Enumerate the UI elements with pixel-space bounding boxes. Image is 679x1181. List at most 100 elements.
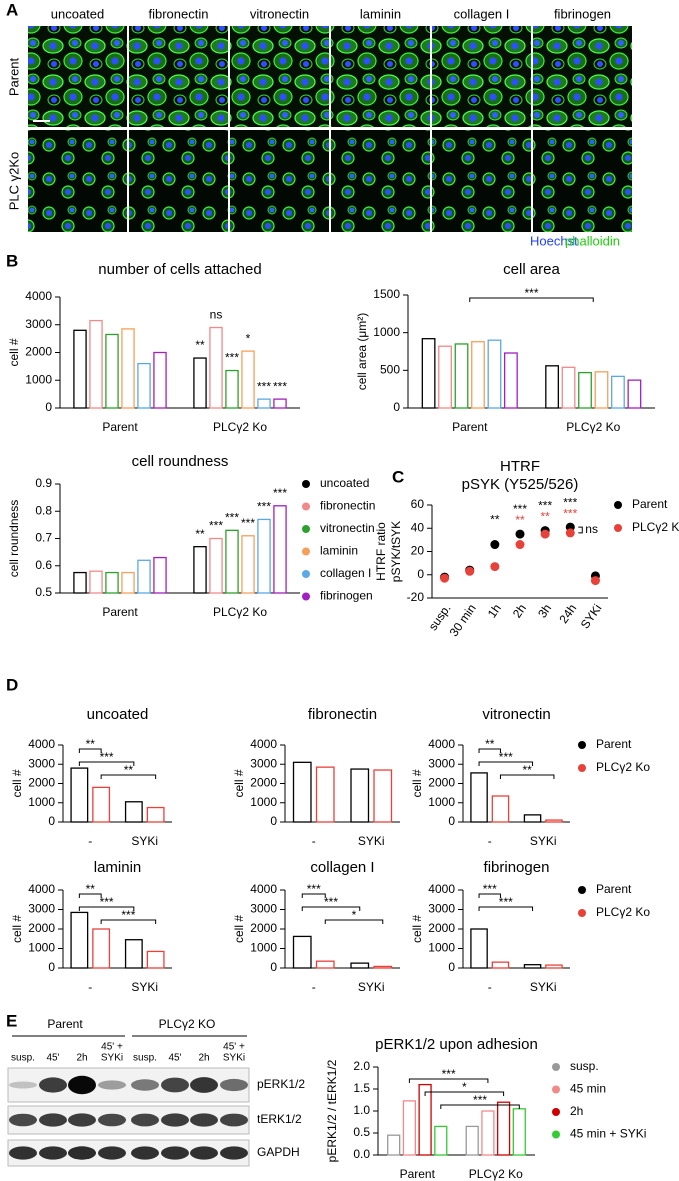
- bar: [73, 329, 87, 409]
- significance-label: **: [540, 510, 550, 524]
- x-tick-label: Parent: [102, 420, 138, 434]
- data-point: [490, 562, 500, 572]
- x-tick-label: -: [312, 980, 316, 994]
- bar: [471, 341, 485, 409]
- significance-label: ***: [324, 895, 338, 909]
- bar: [561, 366, 576, 409]
- y-axis-label: pERK1/2 / tERK1/2: [325, 1059, 339, 1162]
- x-tick-label: -: [312, 834, 316, 848]
- bar: [241, 535, 255, 594]
- lane-label: 2h: [198, 1053, 209, 1064]
- y-tick-label: 2000: [428, 921, 455, 935]
- legend-label: PLCγ2 Ko: [632, 520, 679, 534]
- y-tick-label: 3000: [250, 756, 277, 770]
- bar: [545, 365, 559, 409]
- y-axis-label: cell #: [10, 769, 24, 797]
- chart-title: laminin: [94, 859, 142, 876]
- chart-title: cell roundness: [132, 453, 229, 470]
- data-point: [565, 528, 575, 538]
- bar: [373, 965, 393, 969]
- y-tick-label: 1.5: [353, 1081, 370, 1095]
- blot-group: PLCγ2 KO: [159, 1017, 216, 1031]
- y-tick-label: 2000: [25, 345, 52, 359]
- bar: [92, 928, 111, 969]
- micrograph: [533, 26, 632, 127]
- bar: [434, 1125, 448, 1156]
- blot-band: [39, 1077, 67, 1093]
- significance-label: *: [352, 908, 357, 922]
- data-point: [540, 529, 550, 539]
- bar: [273, 505, 287, 594]
- data-point: [465, 566, 475, 576]
- bar: [402, 1100, 417, 1156]
- y-tick-label: 2000: [250, 776, 277, 790]
- micrograph: [129, 130, 228, 232]
- significance-bracket: [408, 1078, 489, 1083]
- blot-band: [131, 1079, 159, 1091]
- blot-group: Parent: [47, 1017, 83, 1031]
- significance-bracket: [78, 748, 102, 753]
- significance-label: **: [523, 763, 533, 777]
- micrograph: [331, 26, 430, 127]
- bar: [73, 571, 87, 594]
- significance-label: ***: [307, 882, 321, 896]
- bar: [137, 559, 151, 594]
- blot-band: [131, 1146, 159, 1160]
- chart: cell roundness 0.5 0.6 0.7 0.8 0.9 cell roundn…: [7, 453, 375, 619]
- micrograph: [432, 26, 531, 127]
- blot-band: [39, 1146, 67, 1160]
- significance-label: ***: [100, 895, 114, 909]
- y-axis-label: cell #: [410, 915, 424, 943]
- legend-label: PLCγ2 Ko: [596, 760, 650, 774]
- bar: [124, 801, 143, 823]
- x-tick-label: SYKi: [131, 834, 158, 848]
- x-tick-label: SYKi: [131, 980, 158, 994]
- y-tick-label: 1000: [373, 325, 400, 339]
- bar: [137, 362, 151, 409]
- chart: fibrinogen 0 1000 2000 3000 4000 cell # - SYKi **…: [410, 859, 650, 994]
- x-tick-label: SYKi: [358, 834, 385, 848]
- significance-label: **: [490, 513, 500, 527]
- y-tick-label: 1000: [28, 941, 55, 955]
- significance-label: *: [462, 1080, 467, 1094]
- significance-label: ***: [273, 379, 287, 393]
- y-tick-label: 2.0: [353, 1059, 370, 1073]
- significance-label: ***: [209, 519, 223, 533]
- blot-band: [68, 1113, 96, 1127]
- bar: [491, 961, 510, 969]
- legend-marker: [614, 524, 622, 532]
- y-axis-label: cell area (μm²): [355, 313, 369, 391]
- bar: [627, 379, 642, 409]
- panel-label: C: [392, 467, 404, 486]
- bar: [292, 935, 312, 969]
- row-label: Parent: [6, 57, 21, 96]
- blot-band: [131, 1113, 159, 1127]
- significance-bracket: [478, 906, 534, 911]
- y-axis-label: HTRF ratio: [374, 522, 388, 581]
- y-tick-label: 2000: [250, 921, 277, 935]
- micrograph: [533, 130, 632, 232]
- significance-bracket: [478, 893, 501, 898]
- blot-band: [98, 1080, 126, 1090]
- bar: [105, 333, 119, 409]
- significance-bracket: [100, 774, 157, 779]
- significance-bracket: [78, 893, 102, 898]
- bar: [438, 345, 452, 409]
- lane-label: susp.: [11, 1053, 35, 1064]
- y-axis-label: cell #: [232, 915, 246, 943]
- y-tick-label: 2000: [428, 776, 455, 790]
- bar: [512, 1108, 526, 1156]
- significance-label: ***: [483, 882, 497, 896]
- lane-label: 45' +: [101, 1042, 123, 1053]
- legend-label: 2h: [570, 1104, 583, 1118]
- x-tick-label: -: [88, 834, 92, 848]
- legend-label: Parent: [596, 737, 632, 751]
- significance-bracket: [78, 761, 135, 766]
- y-tick-label: 0.6: [35, 558, 52, 572]
- significance-bracket: [478, 748, 501, 753]
- y-axis-label: cell #: [232, 769, 246, 797]
- chart: fibronectin 0 1000 2000 3000 4000 cell # - SYKi: [232, 706, 400, 848]
- y-tick-label: 1000: [250, 795, 277, 809]
